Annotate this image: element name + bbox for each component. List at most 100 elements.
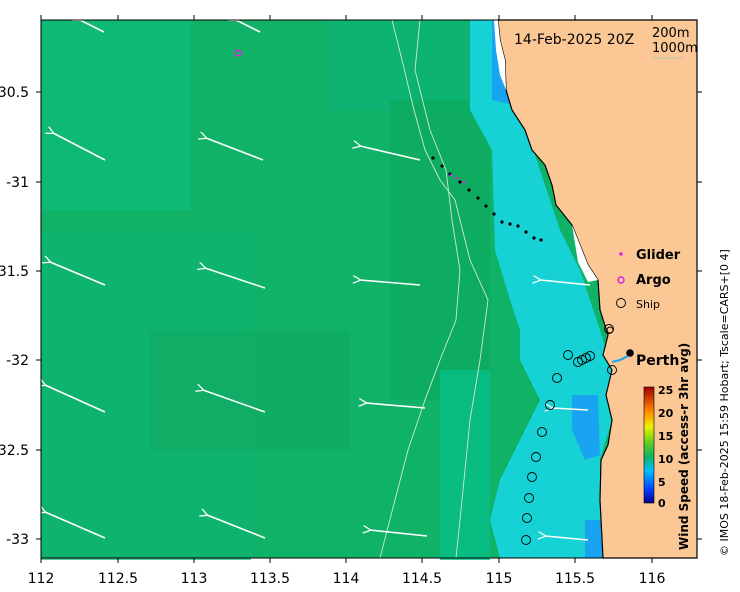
colorbar-tick: 20 xyxy=(658,407,674,420)
ocean-patch xyxy=(330,20,470,110)
ship-point xyxy=(604,324,614,334)
glider-point xyxy=(500,220,504,224)
ship-point xyxy=(524,493,534,503)
wind-arrow xyxy=(552,408,589,410)
x-tick-label: 113.5 xyxy=(250,571,290,587)
wind-arrow xyxy=(370,530,428,537)
wind-arrow xyxy=(366,403,426,409)
ocean-patch xyxy=(440,370,490,560)
isobath-1000m xyxy=(379,19,461,559)
wind-arrow xyxy=(207,515,266,539)
y-ticks xyxy=(36,91,702,540)
colorbar xyxy=(643,386,655,504)
x-tick-label: 116 xyxy=(639,571,666,587)
y-tick-label: -32 xyxy=(6,353,29,369)
ship-point xyxy=(607,365,617,375)
colorbar-tick: 10 xyxy=(658,453,674,466)
perth-marker xyxy=(626,349,634,357)
glider-point xyxy=(508,222,512,226)
glider-point xyxy=(449,173,453,177)
x-axis: 112 112.5 113 113.5 114 114.5 115 115.5 … xyxy=(28,15,666,587)
ship-point xyxy=(563,350,573,360)
glider-point xyxy=(458,180,462,184)
coastal-water-blue xyxy=(572,395,600,460)
wind-arrow xyxy=(360,146,421,161)
argo-float xyxy=(234,49,242,57)
wind-arrow xyxy=(205,268,266,289)
ship-track xyxy=(521,324,617,545)
contour-legend-200m: 200m xyxy=(652,26,689,41)
nearshore-band xyxy=(494,20,506,90)
ship-point xyxy=(527,472,537,482)
coastal-water-blue xyxy=(585,520,603,558)
x-tick-label: 112.5 xyxy=(98,571,138,587)
x-tick-label: 114 xyxy=(333,571,360,587)
ocean-patch xyxy=(150,330,350,450)
glider-point xyxy=(462,180,466,184)
x-tick-label: 113 xyxy=(181,571,208,587)
nearshore-band xyxy=(572,225,598,282)
wind-arrow xyxy=(540,280,591,286)
legend-ship-symbol xyxy=(616,298,626,308)
y-tick-label: -32.5 xyxy=(0,443,29,459)
glider-point xyxy=(492,212,496,216)
contour-legend-1000m: 1000m xyxy=(652,41,698,56)
date-label: 14-Feb-2025 20Z xyxy=(514,32,634,48)
colorbar-tick: 5 xyxy=(658,476,666,489)
legend-argo-symbol xyxy=(617,276,625,284)
isobath-200m xyxy=(391,19,489,559)
y-tick-label: -31.5 xyxy=(0,264,29,280)
y-tick-label: -31 xyxy=(6,175,29,191)
ship-point xyxy=(531,452,541,462)
colorbar-title: Wind Speed (access-r 3hr avg) xyxy=(677,343,691,550)
swan-river xyxy=(611,355,629,363)
wind-arrows xyxy=(45,20,591,541)
y-axis: -30.5 -31 -31.5 -32 -32.5 -33 xyxy=(0,85,702,548)
ship-point xyxy=(606,326,614,334)
x-tick-label: 112 xyxy=(28,571,55,587)
legend-glider-label: Glider xyxy=(636,248,681,263)
ship-point xyxy=(537,427,547,437)
wind-arrow xyxy=(45,512,106,539)
x-tick-label: 115 xyxy=(486,571,513,587)
ocean-patch xyxy=(390,100,490,400)
y-tick-labels: -30.5 -31 -31.5 -32 -32.5 -33 xyxy=(0,85,29,548)
ship-point xyxy=(545,400,555,410)
legend-ship-label: Ship xyxy=(636,298,660,311)
y-tick-label: -30.5 xyxy=(0,85,29,101)
glider-point xyxy=(524,230,528,234)
glider-point xyxy=(484,204,488,208)
wind-arrow xyxy=(203,390,266,413)
ship-point xyxy=(552,373,562,383)
wind-arrow xyxy=(80,20,105,33)
colorbar-ticks: 25 20 15 10 5 0 xyxy=(658,384,674,510)
glider-point xyxy=(467,188,471,192)
legend-argo-label: Argo xyxy=(636,273,671,288)
ship-point xyxy=(521,535,531,545)
glider-point xyxy=(532,236,536,240)
wind-arrow xyxy=(50,262,106,286)
colorbar-tick: 25 xyxy=(658,384,673,397)
ship-point xyxy=(522,513,532,523)
x-ticks xyxy=(40,15,653,563)
ship-point xyxy=(573,357,583,367)
wind-arrow xyxy=(45,385,106,413)
colorbar-tick: 15 xyxy=(658,430,673,443)
glider-point xyxy=(476,196,480,200)
glider-point xyxy=(440,164,444,168)
x-tick-labels: 112 112.5 113 113.5 114 114.5 115 115.5 … xyxy=(28,571,666,587)
wind-arrow xyxy=(545,536,589,541)
wind-arrow xyxy=(236,20,261,33)
x-tick-label: 115.5 xyxy=(555,571,595,587)
glider-point xyxy=(455,176,459,180)
glider-point xyxy=(516,224,520,228)
wind-arrow xyxy=(53,133,106,161)
colorbar-tick: 0 xyxy=(658,497,666,510)
x-tick-label: 114.5 xyxy=(402,571,442,587)
wind-arrow xyxy=(360,280,421,286)
ship-point xyxy=(585,351,595,361)
place-label-perth: Perth xyxy=(636,353,679,369)
credit-text: © IMOS 18-Feb-2025 15:59 Hobart; Tscale=… xyxy=(718,249,731,556)
legend-glider-symbol xyxy=(619,252,623,256)
